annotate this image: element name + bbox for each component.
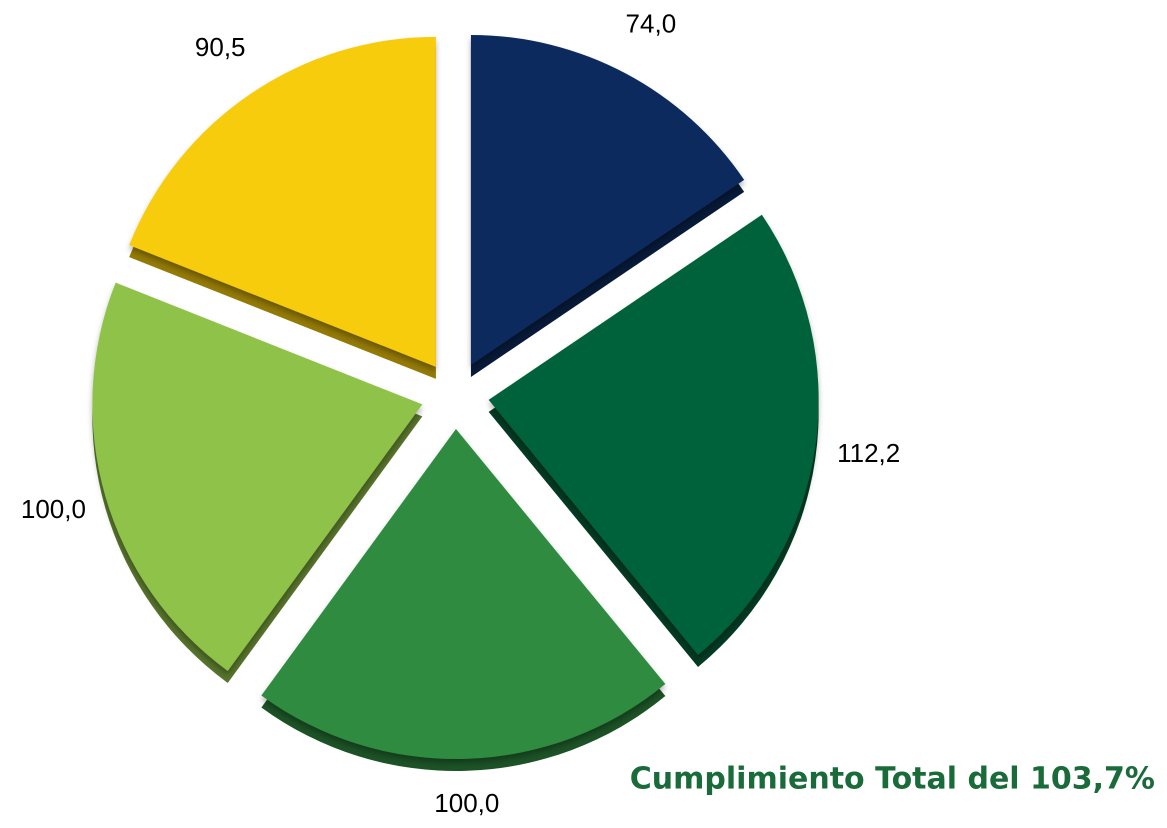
slice (470, 34, 745, 365)
data-label: 100,0 (434, 788, 499, 818)
annotation: Cumplimiento Total del 103,7% (630, 762, 1155, 797)
data-label: 90,5 (195, 32, 246, 62)
data-label: 112,2 (837, 438, 900, 468)
slice (129, 36, 436, 367)
slice (488, 214, 819, 655)
data-label: 74,0 (626, 9, 677, 39)
slice (92, 282, 423, 671)
pie (92, 34, 819, 771)
slice (261, 428, 666, 759)
data-label: 100,0 (21, 494, 86, 524)
